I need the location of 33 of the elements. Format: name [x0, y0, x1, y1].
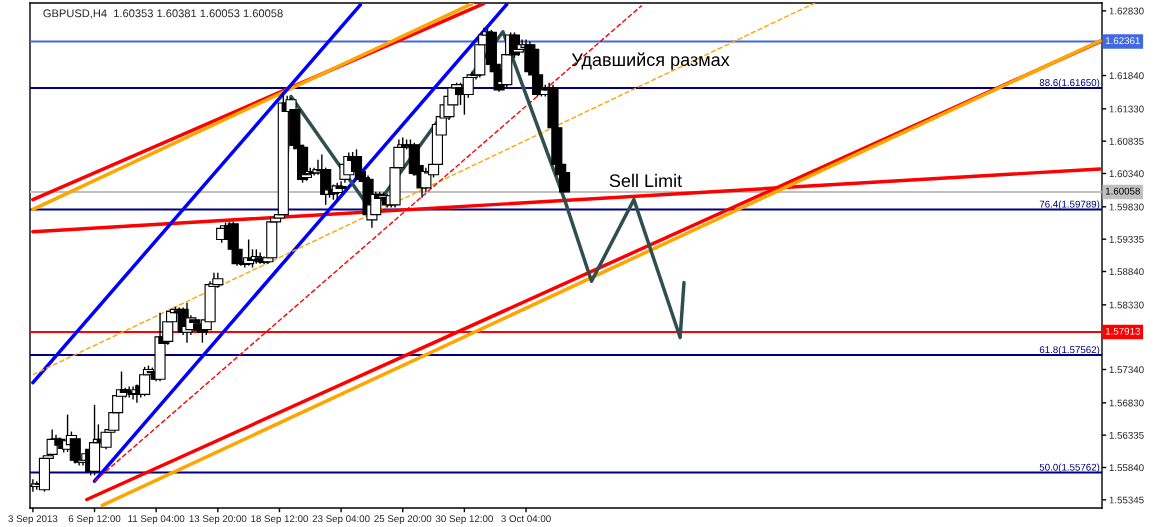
- x-tick-label: 25 Sep 20:00: [374, 515, 432, 525]
- y-tick-label: 1.61840: [1109, 72, 1144, 80]
- y-tick-label: 1.56830: [1109, 399, 1144, 407]
- x-tick-label: 13 Sep 20:00: [189, 515, 247, 525]
- ref-line-label: 1.57913: [1105, 327, 1140, 335]
- ref-line-label: 88.6(1.61650): [1039, 78, 1100, 88]
- x-tick-label: 23 Sep 04:00: [312, 515, 370, 525]
- x-tick-label: 18 Sep 12:00: [251, 515, 308, 525]
- ref-line-label: 61.8(1.57562): [1039, 345, 1100, 355]
- ref-line-label: 76.4(1.59789): [1039, 200, 1100, 210]
- ref-line-label: 1.60058: [1105, 187, 1140, 195]
- y-tick-label: 1.56335: [1109, 431, 1144, 439]
- y-tick-label: 1.55345: [1109, 496, 1144, 504]
- x-tick-label: 3 Sep 2013: [8, 515, 58, 525]
- y-tick-label: 1.59830: [1109, 203, 1144, 211]
- annotation: Sell Limit: [609, 173, 682, 188]
- ref-line-label: 50.0(1.55762): [1039, 463, 1100, 473]
- y-tick-label: 1.58840: [1109, 268, 1144, 276]
- y-tick-label: 1.61330: [1109, 105, 1144, 113]
- annotation: Удавшийся размах: [571, 52, 730, 70]
- y-tick-label: 1.55840: [1109, 464, 1144, 472]
- x-tick-label: 30 Sep 12:00: [435, 515, 493, 525]
- x-tick-label: 3 Oct 04:00: [501, 515, 551, 523]
- ref-line-label: 1.62361: [1105, 37, 1140, 45]
- x-tick-label: 6 Sep 12:00: [68, 515, 121, 525]
- chart-title: GBPUSD,H4 1.60353 1.60381 1.60053 1.60058: [43, 9, 283, 19]
- x-tick-label: 11 Sep 04:00: [128, 515, 185, 525]
- y-tick-label: 1.58330: [1109, 301, 1144, 309]
- y-tick-label: 1.59335: [1109, 235, 1144, 243]
- y-tick-label: 1.60835: [1109, 137, 1144, 145]
- y-tick-label: 1.62830: [1109, 7, 1144, 15]
- y-tick-label: 1.60340: [1109, 170, 1144, 178]
- y-tick-label: 1.57340: [1109, 366, 1144, 374]
